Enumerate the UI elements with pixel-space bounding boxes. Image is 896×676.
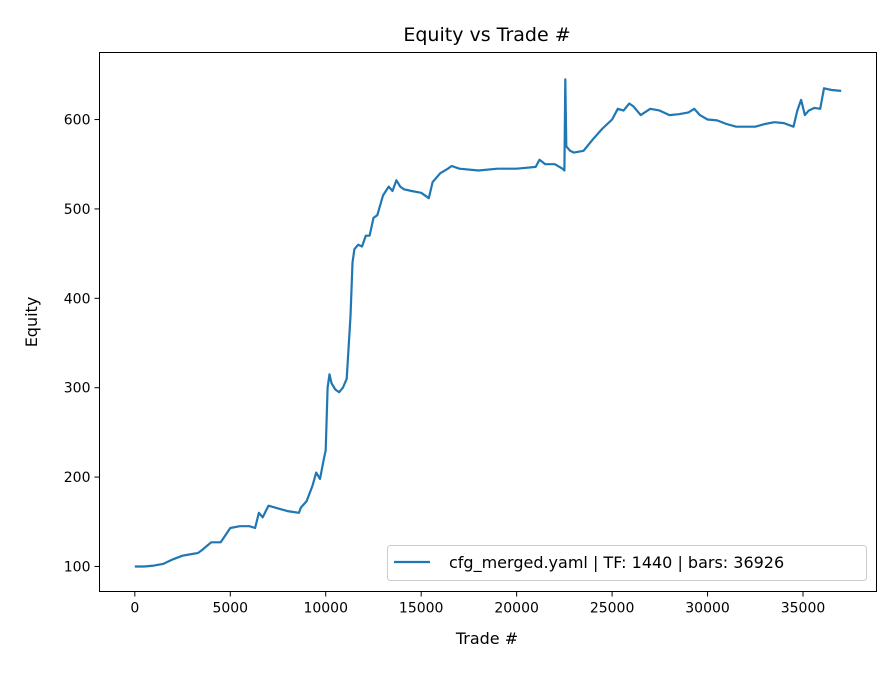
legend: cfg_merged.yaml | TF: 1440 | bars: 36926 [387,545,867,581]
x-tick-label: 5000 [212,601,248,617]
legend-box [387,545,867,581]
y-tick-label: 200 [64,470,91,486]
x-axis-label: Trade # [455,629,518,648]
y-axis-label: Equity [22,297,41,348]
x-tick-label: 15000 [399,601,444,617]
y-tick-label: 500 [64,202,91,218]
y-tick-label: 100 [64,559,91,575]
legend-label: cfg_merged.yaml | TF: 1440 | bars: 36926 [449,553,784,573]
y-tick-label: 400 [64,291,91,307]
chart-title: Equity vs Trade # [403,24,570,46]
x-tick-label: 10000 [303,601,348,617]
x-tick-label: 30000 [685,601,730,617]
x-tick-label: 20000 [494,601,539,617]
series-line-equity [134,78,842,568]
plot-frame [99,52,877,592]
x-tick-label: 0 [130,601,139,617]
y-tick-label: 300 [64,381,91,397]
x-tick-label: 35000 [781,601,826,617]
y-tick-label: 600 [64,113,91,129]
x-tick-label: 25000 [590,601,635,617]
